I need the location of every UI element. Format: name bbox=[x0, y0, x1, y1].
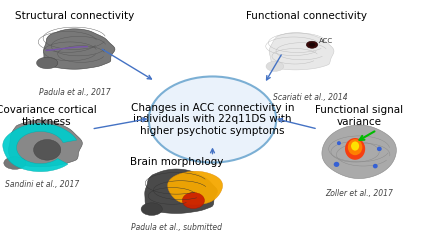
Polygon shape bbox=[269, 33, 334, 70]
Polygon shape bbox=[8, 120, 82, 167]
Polygon shape bbox=[167, 171, 223, 205]
Ellipse shape bbox=[182, 192, 204, 209]
Ellipse shape bbox=[334, 162, 339, 167]
Polygon shape bbox=[145, 169, 218, 213]
Polygon shape bbox=[44, 29, 115, 69]
Ellipse shape bbox=[37, 57, 58, 69]
Text: Scariati et al., 2014: Scariati et al., 2014 bbox=[273, 93, 348, 102]
Ellipse shape bbox=[337, 141, 341, 145]
Ellipse shape bbox=[141, 203, 162, 215]
Text: Padula et al., submitted: Padula et al., submitted bbox=[131, 223, 222, 233]
Text: Structural connectivity: Structural connectivity bbox=[15, 11, 134, 21]
Ellipse shape bbox=[34, 140, 61, 160]
Ellipse shape bbox=[345, 138, 365, 160]
Text: Covariance cortical
thickness: Covariance cortical thickness bbox=[0, 105, 97, 127]
Ellipse shape bbox=[4, 157, 26, 169]
Polygon shape bbox=[322, 125, 397, 179]
Text: Functional signal
variance: Functional signal variance bbox=[315, 105, 403, 127]
Ellipse shape bbox=[306, 41, 317, 48]
Ellipse shape bbox=[309, 43, 315, 47]
Ellipse shape bbox=[266, 61, 284, 71]
Text: Padula et al., 2017: Padula et al., 2017 bbox=[39, 88, 110, 98]
Polygon shape bbox=[3, 124, 76, 172]
Text: Changes in ACC connectivity in
individuals with 22q11DS with
higher psychotic sy: Changes in ACC connectivity in individua… bbox=[131, 103, 294, 136]
Text: Zoller et al., 2017: Zoller et al., 2017 bbox=[325, 189, 393, 198]
Text: Functional connectivity: Functional connectivity bbox=[246, 11, 366, 21]
Ellipse shape bbox=[377, 147, 382, 151]
Text: ACC: ACC bbox=[319, 38, 334, 44]
Ellipse shape bbox=[373, 164, 378, 168]
Text: Brain morphology: Brain morphology bbox=[130, 157, 223, 167]
Ellipse shape bbox=[348, 139, 363, 155]
Ellipse shape bbox=[149, 76, 276, 163]
Ellipse shape bbox=[351, 141, 359, 151]
Text: Sandini et al., 2017: Sandini et al., 2017 bbox=[6, 180, 79, 190]
